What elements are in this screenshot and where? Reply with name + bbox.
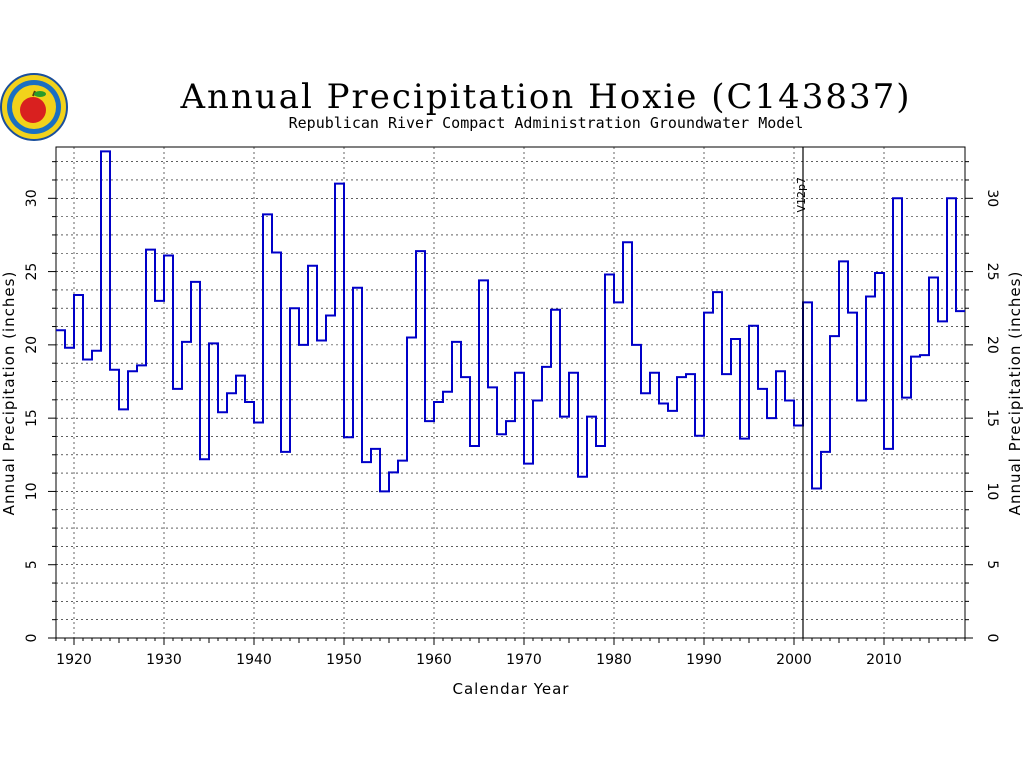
x-tick-label: 1970 — [506, 652, 542, 668]
series-layer — [56, 150, 965, 493]
y-tick-label-right: 10 — [984, 483, 1000, 501]
axes — [48, 146, 973, 645]
kansas-seal-logo — [0, 73, 68, 141]
x-tick-label: 1980 — [596, 652, 632, 668]
y-axis-label-right: Annual Precipitation (inches) — [1006, 271, 1024, 516]
x-tick-label: 1940 — [236, 652, 272, 668]
precipitation-step-line — [56, 150, 965, 493]
y-tick-label-left: 10 — [24, 483, 40, 501]
y-tick-label-right: 0 — [984, 634, 1000, 643]
chart-title: Annual Precipitation Hoxie (C143837) — [179, 77, 911, 117]
x-tick-label: 1950 — [326, 652, 362, 668]
x-tick-label: 1990 — [686, 652, 722, 668]
x-tick-label: 1960 — [416, 652, 452, 668]
y-tick-label-left: 30 — [24, 189, 40, 207]
y-tick-label-left: 15 — [24, 409, 40, 427]
x-tick-label: 2010 — [866, 652, 902, 668]
x-tick-label: 1930 — [146, 652, 182, 668]
annotation-layer: V12p7 — [795, 147, 808, 638]
x-axis-label: Calendar Year — [453, 680, 570, 698]
y-tick-label-right: 25 — [984, 263, 1000, 281]
y-axis-label-left: Annual Precipitation (inches) — [0, 271, 18, 516]
y-tick-label-right: 5 — [984, 560, 1000, 569]
plot-frame — [55, 146, 966, 639]
chart-subtitle: Republican River Compact Administration … — [289, 114, 804, 132]
y-tick-label-left: 5 — [24, 560, 40, 569]
x-tick-label: 2000 — [776, 652, 812, 668]
annotation-label: V12p7 — [795, 177, 808, 213]
tick-labels: 1920 1930 1940 1950 1960 1970 1980 1990 2000 2010… — [24, 189, 1000, 668]
y-tick-label-left: 0 — [24, 634, 40, 643]
x-tick-label: 1920 — [56, 652, 92, 668]
y-tick-label-left: 20 — [24, 336, 40, 354]
y-tick-label-right: 30 — [984, 189, 1000, 207]
gridlines — [56, 147, 965, 638]
y-tick-label-left: 25 — [24, 263, 40, 281]
y-tick-label-right: 15 — [984, 409, 1000, 427]
y-tick-label-right: 20 — [984, 336, 1000, 354]
